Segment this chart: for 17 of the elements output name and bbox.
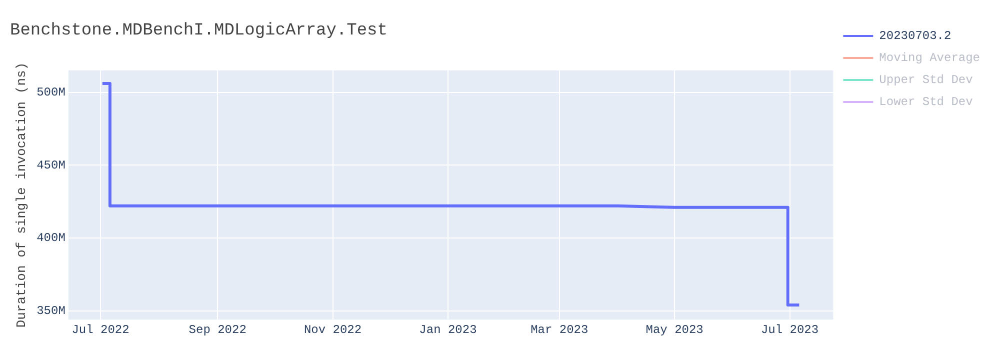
x-tick-label: Jul 2023 [760, 322, 819, 337]
x-tick-label: May 2023 [646, 322, 704, 337]
legend-label: Upper Std Dev [879, 73, 973, 88]
x-tick-label: Sep 2022 [188, 322, 246, 337]
y-tick-label: 500M [36, 85, 66, 100]
y-axis-title: Duration of single invocation (ns) [14, 62, 30, 328]
legend-label: Lower Std Dev [879, 95, 973, 110]
x-tick-label: Jan 2023 [419, 322, 477, 337]
legend-label: 20230703.2 [879, 29, 952, 44]
legend-label: Moving Average [879, 51, 980, 66]
x-tick-label: Mar 2023 [530, 322, 588, 337]
y-tick-label: 450M [36, 158, 66, 172]
x-tick-label: Jul 2022 [72, 322, 130, 337]
chart-title: Benchstone.MDBenchI.MDLogicArray.Test [10, 22, 388, 41]
x-tick-label: Nov 2022 [304, 322, 362, 337]
y-tick-label: 400M [36, 231, 66, 246]
y-tick-label: 350M [36, 304, 66, 318]
